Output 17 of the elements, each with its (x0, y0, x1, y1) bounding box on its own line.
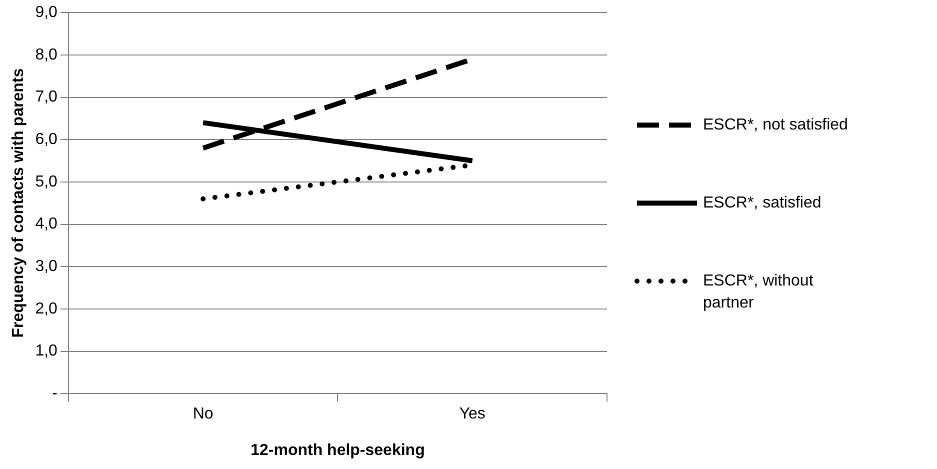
x-tick-label: Yes (459, 406, 486, 423)
y-tick-label: 6,0 (35, 131, 58, 148)
legend-label: ESCR*, not satisfied (703, 116, 848, 134)
y-tick-label: 4,0 (35, 216, 58, 233)
y-tick-label: 1,0 (35, 342, 58, 360)
x-axis-title: 12-month help-seeking (250, 442, 425, 459)
legend-label: ESCR*, without partner (703, 272, 814, 312)
legend-label: ESCR*, satisfied (703, 194, 822, 212)
y-tick-label: 7,0 (35, 88, 58, 106)
y-tick-label: 2,0 (35, 300, 58, 318)
y-tick-label: 8,0 (35, 46, 58, 64)
y-axis-title: Frequency of contacts with parents (10, 68, 28, 338)
x-tick-label: No (192, 406, 214, 423)
y-tick-label: 5,0 (35, 173, 58, 190)
y-tick-label: 9,0 (35, 4, 58, 22)
y-tick-label: 3,0 (35, 258, 58, 276)
y-tick-label: - (52, 385, 58, 402)
